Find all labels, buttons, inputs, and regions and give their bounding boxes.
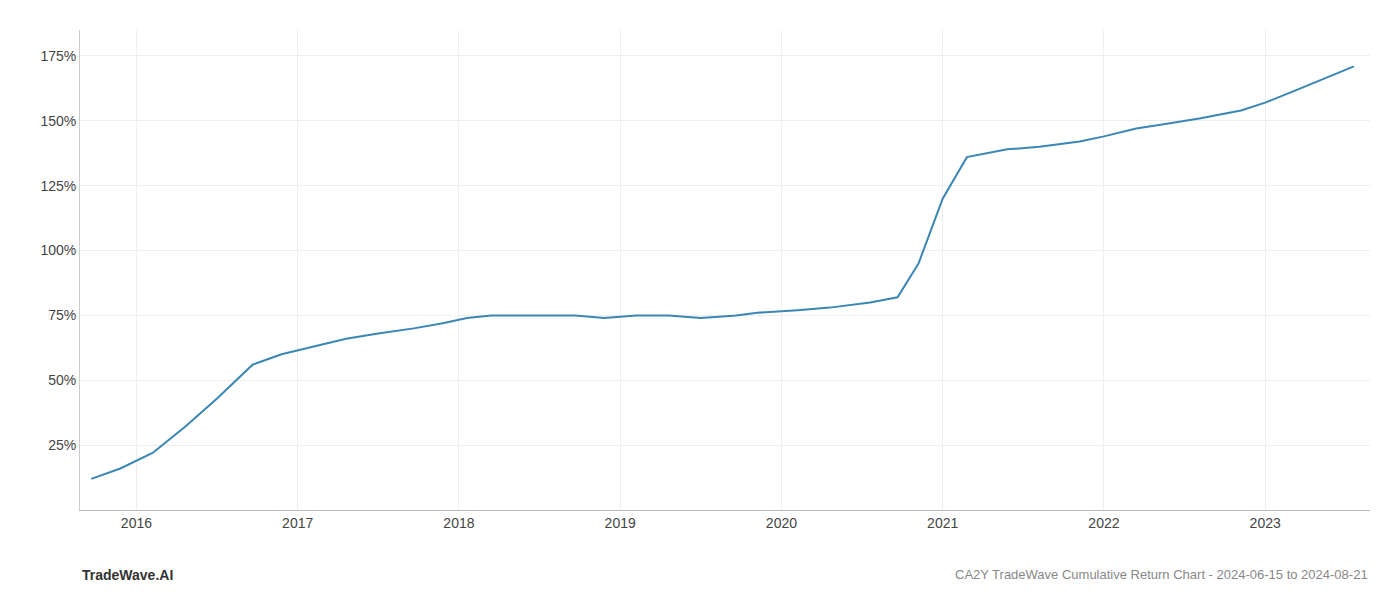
svg-text:TradeWave.AI: TradeWave.AI <box>82 567 173 583</box>
svg-text:2021: 2021 <box>927 515 958 531</box>
svg-text:2018: 2018 <box>443 515 474 531</box>
svg-text:100%: 100% <box>40 242 76 258</box>
svg-text:2023: 2023 <box>1250 515 1281 531</box>
svg-text:2022: 2022 <box>1088 515 1119 531</box>
svg-text:175%: 175% <box>40 48 76 64</box>
svg-text:2017: 2017 <box>282 515 313 531</box>
svg-text:150%: 150% <box>40 113 76 129</box>
svg-text:CA2Y TradeWave Cumulative Retu: CA2Y TradeWave Cumulative Return Chart -… <box>955 567 1368 582</box>
svg-text:25%: 25% <box>48 437 76 453</box>
svg-text:2019: 2019 <box>605 515 636 531</box>
svg-text:2016: 2016 <box>121 515 152 531</box>
svg-text:50%: 50% <box>48 372 76 388</box>
svg-text:2020: 2020 <box>766 515 797 531</box>
svg-text:125%: 125% <box>40 178 76 194</box>
svg-text:75%: 75% <box>48 307 76 323</box>
